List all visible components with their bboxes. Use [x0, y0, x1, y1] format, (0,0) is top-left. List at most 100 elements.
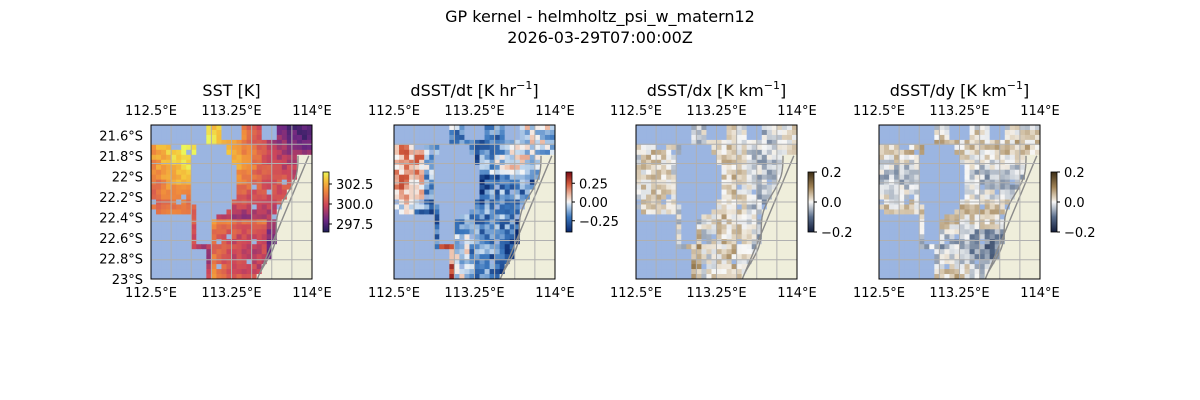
- heatmap-cell: [271, 264, 278, 270]
- heatmap-cell: [786, 139, 793, 146]
- heatmap-cell: [236, 125, 243, 131]
- heatmap-cell: [899, 204, 905, 211]
- heatmap-cell: [964, 184, 971, 191]
- heatmap-cell: [696, 259, 703, 265]
- heatmap-cell: [954, 125, 961, 131]
- heatmap-cell: [206, 194, 212, 201]
- heatmap-cell: [746, 139, 753, 146]
- heatmap-cell: [1014, 229, 1021, 235]
- heatmap-cell: [781, 184, 788, 191]
- heatmap-cell: [499, 129, 506, 136]
- heatmap-cell: [944, 244, 951, 250]
- heatmap-cell: [399, 254, 405, 260]
- heatmap-cell: [1029, 174, 1036, 181]
- heatmap-cell: [636, 249, 642, 255]
- heatmap-cell: [1009, 169, 1016, 176]
- heatmap-cell: [206, 154, 212, 161]
- heatmap-cell: [251, 254, 258, 260]
- heatmap-cell: [301, 229, 308, 235]
- heatmap-cell: [711, 264, 718, 270]
- heatmap-cell: [399, 174, 405, 181]
- heatmap-cell: [206, 204, 212, 211]
- heatmap-cell: [529, 264, 536, 270]
- heatmap-cell: [504, 129, 511, 136]
- heatmap-cell: [191, 274, 197, 279]
- heatmap-cell: [306, 134, 312, 141]
- heatmap-cell: [454, 219, 461, 225]
- heatmap-cell: [271, 244, 278, 250]
- heatmap-cell: [201, 159, 207, 166]
- heatmap-cell: [686, 184, 692, 191]
- heatmap-cell: [974, 169, 981, 176]
- heatmap-cell: [1009, 149, 1016, 156]
- heatmap-cell: [949, 259, 956, 265]
- heatmap-cell: [414, 259, 420, 265]
- heatmap-cell: [539, 219, 546, 225]
- heatmap-cell: [479, 129, 486, 136]
- heatmap-cell: [761, 229, 768, 235]
- heatmap-cell: [949, 154, 956, 161]
- heatmap-cell: [181, 134, 187, 141]
- heatmap-cell: [666, 239, 672, 245]
- heatmap-cell: [771, 194, 778, 201]
- heatmap-cell: [419, 219, 425, 225]
- heatmap-cell: [246, 274, 253, 279]
- heatmap-cell: [984, 169, 991, 176]
- heatmap-cell: [889, 169, 895, 176]
- heatmap-cell: [191, 239, 197, 245]
- heatmap-cell: [1014, 269, 1021, 275]
- heatmap-cell: [296, 149, 303, 156]
- heatmap-cell: [979, 269, 986, 275]
- heatmap-cell: [409, 224, 415, 230]
- heatmap-cell: [286, 219, 293, 225]
- heatmap-cell: [989, 254, 996, 260]
- heatmap-cell: [286, 134, 293, 141]
- heatmap-cell: [449, 219, 455, 225]
- heatmap-cell: [721, 224, 728, 230]
- heatmap-cell: [741, 269, 748, 275]
- heatmap-cell: [434, 264, 440, 270]
- heatmap-cell: [771, 249, 778, 255]
- heatmap-cell: [736, 144, 743, 151]
- heatmap-cell: [949, 244, 956, 250]
- heatmap-cell: [696, 134, 703, 141]
- heatmap-cell: [261, 194, 268, 201]
- heatmap-cell: [464, 229, 471, 235]
- heatmap-cell: [989, 189, 996, 196]
- heatmap-cell: [736, 274, 743, 279]
- heatmap-cell: [489, 204, 496, 211]
- heatmap-cell: [251, 234, 258, 240]
- heatmap-cell: [899, 125, 905, 131]
- heatmap-cell: [676, 259, 682, 265]
- heatmap-cell: [236, 229, 243, 235]
- heatmap-cell: [636, 125, 642, 131]
- heatmap-cell: [636, 154, 642, 161]
- heatmap-cell: [181, 154, 187, 161]
- heatmap-cell: [404, 174, 410, 181]
- heatmap-cell: [469, 264, 476, 270]
- heatmap-cell: [276, 194, 283, 201]
- heatmap-cell: [949, 219, 956, 225]
- heatmap-cell: [171, 164, 177, 171]
- heatmap-cell: [909, 129, 915, 136]
- heatmap-cell: [444, 264, 450, 270]
- heatmap-cell: [969, 129, 976, 136]
- colorbar: [322, 171, 330, 233]
- heatmap-cell: [636, 229, 642, 235]
- heatmap-cell: [914, 234, 920, 240]
- heatmap-cell: [701, 129, 708, 136]
- heatmap-cell: [399, 144, 405, 151]
- heatmap-cell: [479, 219, 486, 225]
- heatmap-cell: [646, 129, 652, 136]
- heatmap-cell: [1034, 204, 1040, 211]
- heatmap-cell: [494, 264, 501, 270]
- heatmap-cell: [276, 214, 283, 220]
- heatmap-cell: [539, 134, 546, 141]
- heatmap-cell: [761, 149, 768, 156]
- heatmap-cell: [549, 269, 555, 275]
- heatmap-cell: [519, 244, 526, 250]
- heatmap-cell: [549, 214, 555, 220]
- heatmap-cell: [216, 224, 223, 230]
- heatmap-cell: [296, 239, 303, 245]
- heatmap-cell: [686, 134, 692, 141]
